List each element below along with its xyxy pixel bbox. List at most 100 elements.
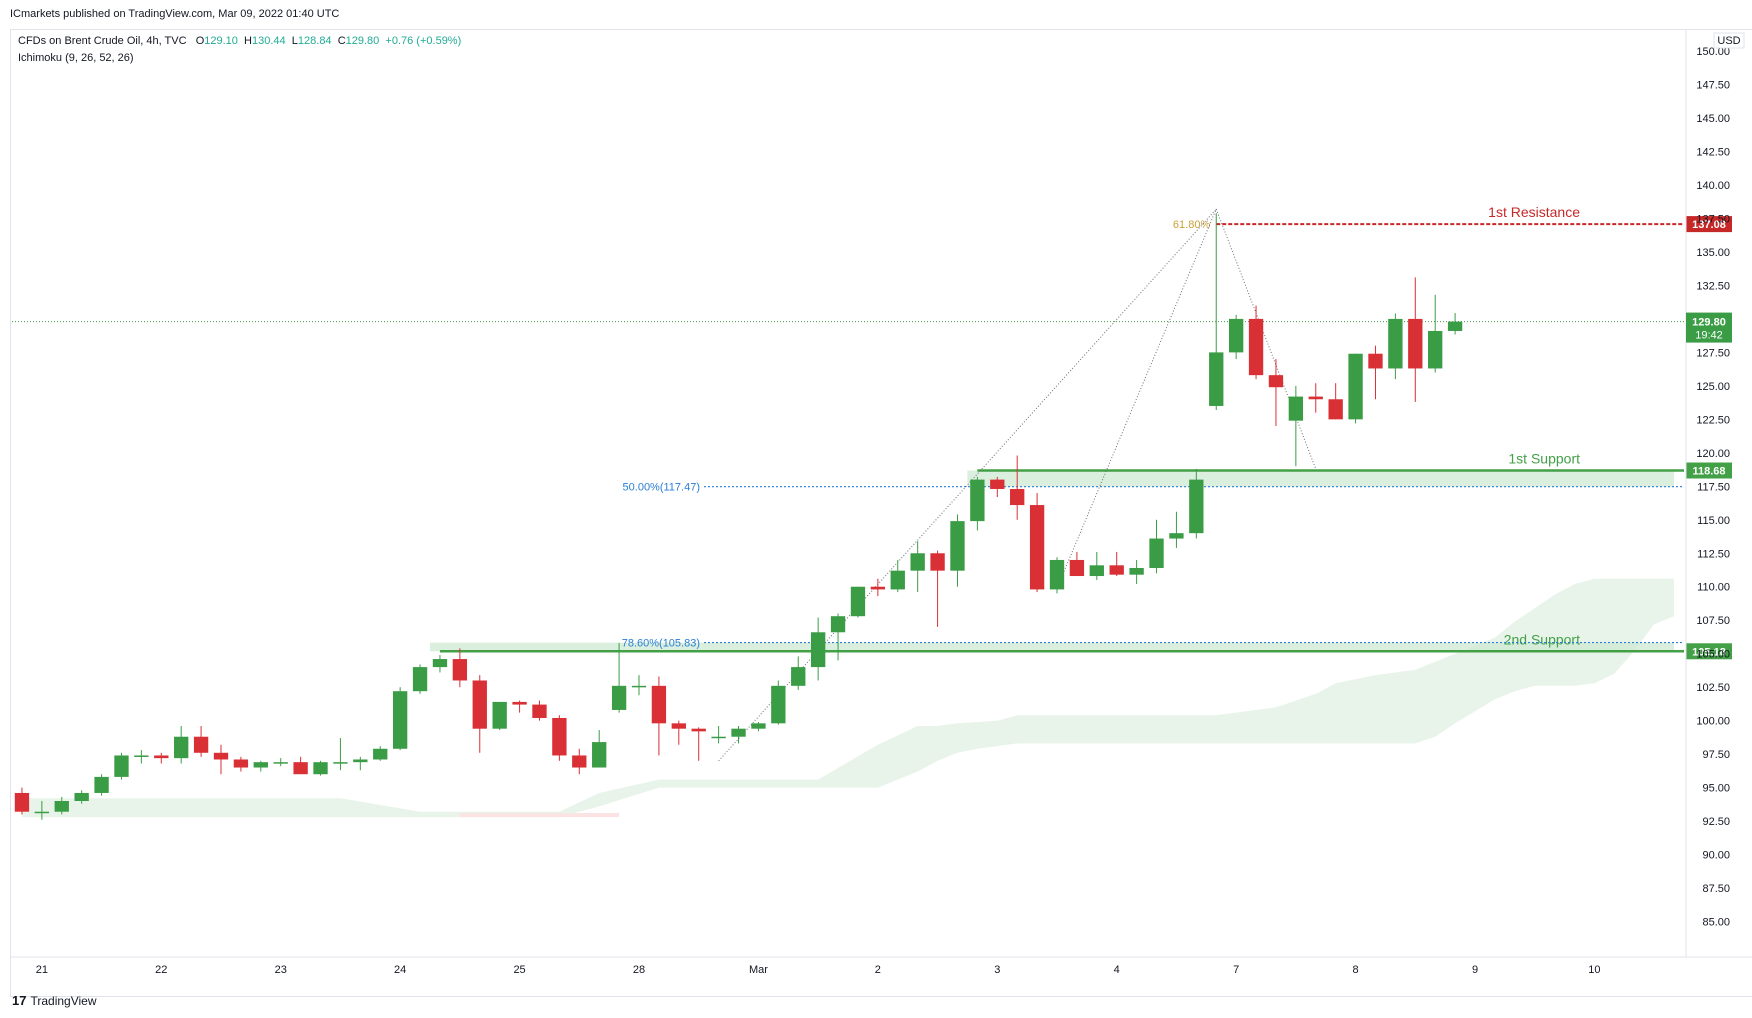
- candle-body: [1328, 399, 1343, 420]
- y-tick-label: 85.00: [1702, 917, 1730, 929]
- candle-body: [1010, 488, 1025, 506]
- current-price-tag: [1686, 312, 1732, 343]
- low-label: L: [291, 35, 298, 47]
- x-tick-label: 21: [36, 964, 48, 976]
- candle-body: [1248, 318, 1264, 376]
- y-tick-label: 87.50: [1702, 883, 1730, 895]
- candle-body: [711, 736, 726, 739]
- current-price-value: 129.80: [1692, 317, 1726, 329]
- chart-frame: [10, 29, 1752, 997]
- y-tick-label: 102.50: [1696, 682, 1730, 694]
- y-tick-label: 107.50: [1696, 615, 1730, 627]
- publish-line: ICmarkets published on TradingView.com, …: [10, 8, 340, 20]
- candle-body: [930, 553, 945, 571]
- candle-body: [731, 728, 746, 737]
- candle-body: [910, 553, 925, 571]
- ichimoku-cloud-bearish: [459, 813, 620, 818]
- candle-body: [193, 736, 209, 753]
- x-tick-label: 23: [275, 964, 287, 976]
- y-tick-label: 140.00: [1696, 180, 1730, 192]
- y-tick-label: 120.00: [1696, 448, 1730, 460]
- indicator-legend[interactable]: Ichimoku (9, 26, 52, 26): [18, 52, 134, 64]
- y-tick-label: 100.00: [1696, 716, 1730, 728]
- y-tick-label: 145.00: [1696, 113, 1730, 125]
- candle-body: [1109, 565, 1124, 575]
- candle-body: [691, 728, 706, 732]
- candle-body: [452, 659, 468, 681]
- high-label: H: [244, 35, 252, 47]
- brand-name: TradingView: [30, 993, 97, 1008]
- y-tick-label: 132.50: [1696, 280, 1730, 292]
- level-price-tag-1: [1686, 216, 1732, 233]
- support-zone-2: [430, 642, 1675, 652]
- candle-body: [990, 479, 1005, 489]
- candle-body: [771, 685, 786, 724]
- candle-body: [1388, 318, 1403, 369]
- fib-trend-line-3: [1215, 208, 1317, 470]
- y-tick-label: 115.00: [1697, 515, 1730, 527]
- y-tick-label: 125.00: [1696, 381, 1730, 393]
- candle-body: [1169, 533, 1184, 539]
- y-tick-label: 105.00: [1696, 649, 1730, 661]
- currency-label: USD: [1717, 35, 1740, 47]
- candle-body: [890, 570, 905, 590]
- level-price-tag-3: [1686, 643, 1732, 660]
- x-tick-label: 4: [1114, 964, 1120, 976]
- y-tick-label: 112.50: [1697, 548, 1730, 560]
- candle-body: [532, 704, 547, 718]
- x-tick-label: 10: [1588, 964, 1600, 976]
- candle-body: [94, 776, 109, 793]
- candle-body: [611, 685, 627, 710]
- x-tick-label: 25: [513, 964, 525, 976]
- open-value: 129.10: [204, 35, 238, 47]
- candle-body: [1447, 321, 1463, 331]
- candle-body: [293, 762, 308, 775]
- x-tick-label: 3: [994, 964, 1000, 976]
- candle-body: [1268, 375, 1284, 388]
- symbol-legend: CFDs on Brent Crude Oil, 4h, TVC O129.10…: [18, 35, 461, 47]
- candle-body: [213, 752, 229, 760]
- change-value: +0.76 (+0.59%): [385, 35, 462, 47]
- symbol-name[interactable]: CFDs on Brent Crude Oil, 4h, TVC: [18, 35, 187, 47]
- candle-body: [970, 479, 985, 522]
- candle-body: [1228, 318, 1244, 353]
- level-price-tag-2: [1686, 462, 1732, 479]
- ichimoku-cloud: [22, 578, 1674, 818]
- x-tick-label: 2: [875, 964, 881, 976]
- candle-body: [1288, 396, 1304, 421]
- support-zone-1: [967, 470, 1675, 487]
- y-tick-label: 92.50: [1702, 816, 1730, 828]
- x-tick-label: 22: [155, 964, 167, 976]
- candle-body: [1368, 353, 1383, 369]
- candle-body: [373, 748, 388, 760]
- candle-body: [1209, 352, 1224, 406]
- candle-body: [1089, 565, 1104, 577]
- y-tick-label: 97.50: [1702, 749, 1730, 761]
- candle-body: [154, 755, 169, 759]
- candle-body: [333, 762, 348, 764]
- candle-body: [54, 801, 69, 812]
- candle-body: [34, 811, 50, 814]
- high-value: 130.44: [252, 35, 286, 47]
- candle-body: [810, 632, 826, 668]
- y-tick-label: 127.50: [1696, 347, 1730, 359]
- candle-body: [1308, 396, 1323, 400]
- y-tick-label: 110.00: [1697, 582, 1730, 594]
- candle-body: [392, 691, 408, 749]
- candle-body: [1149, 538, 1164, 568]
- candle-body: [870, 586, 886, 590]
- close-label: C: [337, 35, 346, 47]
- tradingview-brand[interactable]: 17 TradingView: [12, 993, 97, 1008]
- candle-body: [472, 680, 487, 729]
- fib-level-label-2: 78.60%(105.83): [622, 638, 700, 650]
- level-name-2: 1st Support: [1508, 451, 1580, 467]
- candle-body: [1428, 330, 1443, 369]
- x-tick-label: 7: [1233, 964, 1239, 976]
- candle-body: [1029, 505, 1045, 590]
- candle-body: [273, 762, 288, 764]
- candle-body: [572, 755, 587, 768]
- close-value: 129.80: [345, 35, 380, 47]
- y-tick-label: 117.50: [1697, 481, 1730, 493]
- level-name-1: 1st Resistance: [1488, 204, 1580, 220]
